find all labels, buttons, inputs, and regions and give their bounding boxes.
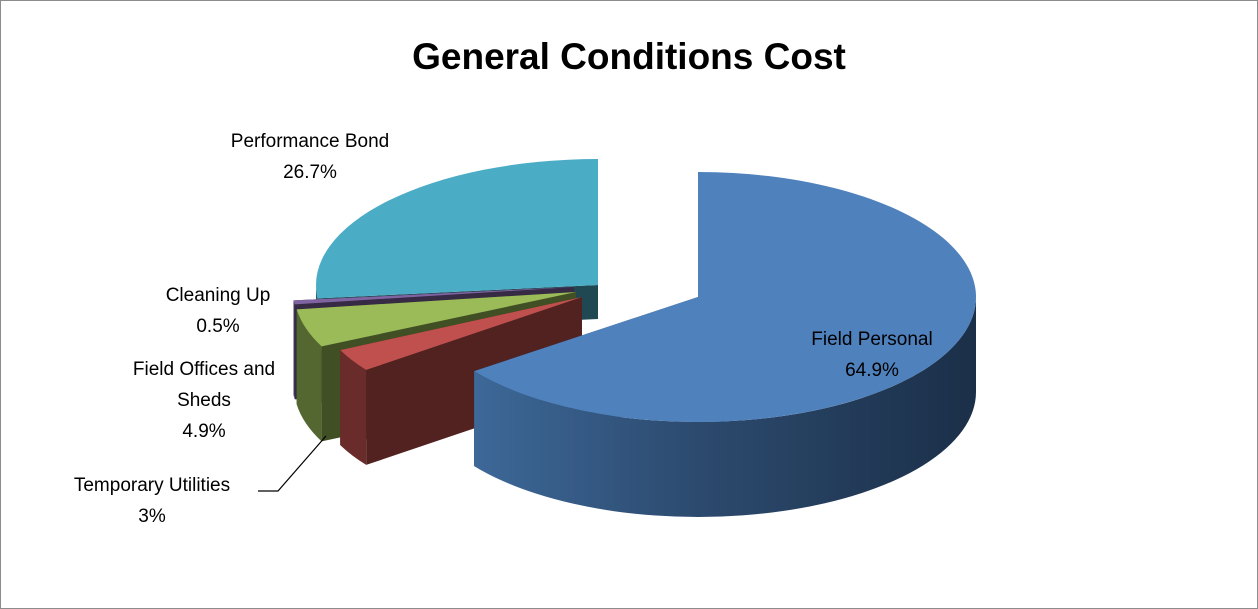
field-offices-and-sheds-side: [296, 309, 322, 442]
cleaning-up-side: [293, 300, 295, 400]
temporary-utilities-label: Temporary Utilities 3%: [74, 475, 230, 527]
chart-title: General Conditions Cost: [412, 36, 846, 77]
field-personal-side: [474, 297, 976, 518]
pie-tops: [293, 159, 976, 423]
pie-labels: Field Personal 64.9% Temporary Utilities 3%…: [74, 131, 933, 527]
field-offices-and-sheds-slice: [296, 292, 576, 347]
cleaning-up-slice: [293, 287, 574, 305]
performance-bond-label: Performance Bond 26.7%: [231, 131, 389, 183]
leader-line: [258, 435, 327, 492]
temporary-utilities-wall-1: [340, 297, 582, 446]
temporary-utilities-side: [340, 350, 367, 465]
cleaning-up-label: Cleaning Up 0.5%: [166, 285, 271, 337]
field-personal-slice: [474, 172, 976, 423]
temporary-utilities-slice: [340, 297, 582, 370]
field-personal-label: Field Personal 64.9%: [811, 329, 932, 381]
performance-bond-slice: [315, 159, 598, 299]
field-offices-and-sheds-label: Field Offices and Sheds 4.9%: [133, 359, 275, 442]
